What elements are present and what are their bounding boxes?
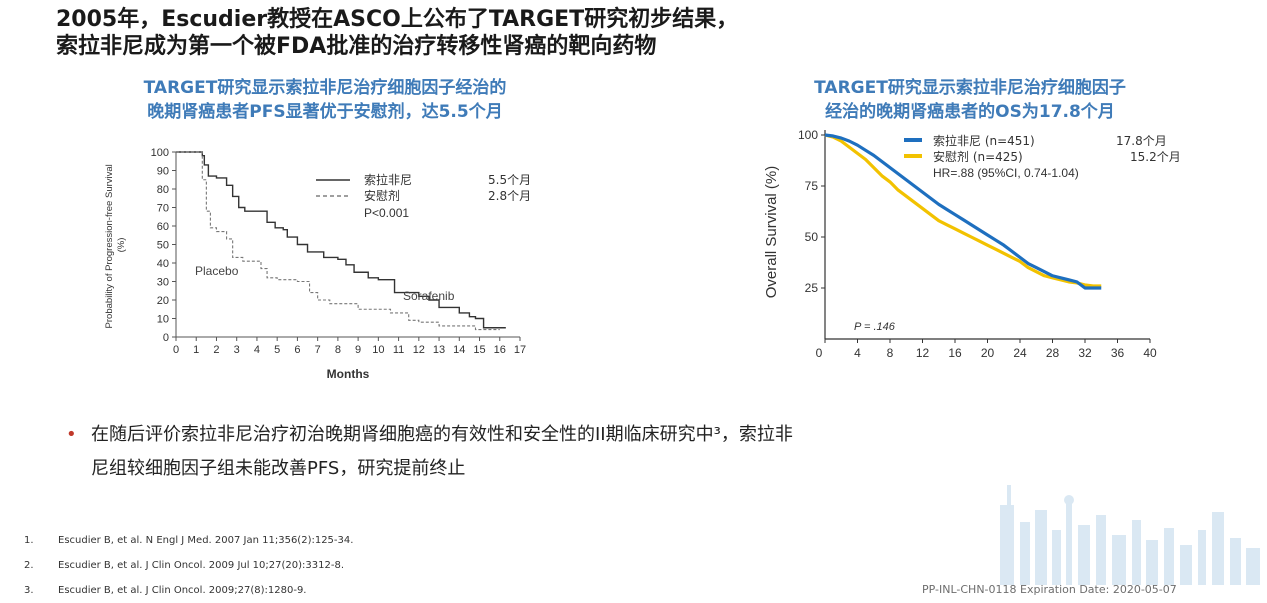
os-x-tick-label: 0 bbox=[816, 346, 823, 360]
reference-text: Escudier B, et al. N Engl J Med. 2007 Ja… bbox=[58, 535, 354, 546]
pfs-x-tick-label: 15 bbox=[473, 344, 485, 356]
os-x-tick-label: 28 bbox=[1046, 346, 1060, 360]
pfs-x-tick-label: 4 bbox=[254, 344, 260, 356]
reference-number: 1. bbox=[24, 535, 34, 546]
bullet-line-2: 尼组较细胞因子组未能改善PFS，研究提前终止 bbox=[91, 458, 466, 479]
pfs-sorafenib-annotation: Sorafenib bbox=[403, 289, 455, 303]
pfs-x-axis-label: Months bbox=[327, 367, 370, 381]
os-hazard-ratio: HR=.88 (95%CI, 0.74-1.04) bbox=[933, 166, 1079, 180]
pfs-legend-placebo-label: 安慰剂 bbox=[364, 188, 400, 203]
os-legend-sorafenib-label: 索拉非尼 (n=451) bbox=[933, 133, 1035, 148]
pfs-y-axis-label-line-2: (%) bbox=[116, 238, 127, 253]
title-line-2: 索拉非尼成为第一个被FDA批准的治疗转移性肾癌的靶向药物 bbox=[56, 34, 657, 59]
pfs-y-tick-label: 20 bbox=[157, 295, 169, 307]
reference-number: 3. bbox=[24, 585, 34, 596]
os-subtitle-line-2: 经治的晚期肾癌患者的OS为17.8个月 bbox=[825, 102, 1115, 122]
pfs-legend-placebo-value: 2.8个月 bbox=[488, 189, 531, 203]
pfs-x-tick-label: 17 bbox=[514, 344, 526, 356]
os-y-tick-label: 25 bbox=[805, 281, 819, 295]
os-x-tick-label: 4 bbox=[854, 346, 861, 360]
title-line-1: 2005年，Escudier教授在ASCO上公布了TARGET研究初步结果， bbox=[56, 7, 739, 32]
pfs-x-tick-label: 14 bbox=[453, 344, 465, 356]
reference-text: Escudier B, et al. J Clin Oncol. 2009;27… bbox=[58, 585, 307, 596]
os-y-tick-label: 75 bbox=[805, 179, 819, 193]
os-y-tick-label: 50 bbox=[805, 230, 819, 244]
pfs-y-tick-label: 10 bbox=[157, 314, 169, 326]
pfs-subtitle-line-2: 晚期肾癌患者PFS显著优于安慰剂，达5.5个月 bbox=[147, 102, 503, 122]
os-legend-sorafenib-value: 17.8个月 bbox=[1116, 134, 1167, 148]
os-legend-placebo-label: 安慰剂 (n=425) bbox=[933, 149, 1023, 164]
os-subtitle-line-1: TARGET研究显示索拉非尼治疗细胞因子 bbox=[814, 78, 1126, 98]
os-x-tick-label: 36 bbox=[1111, 346, 1125, 360]
os-x-tick-label: 16 bbox=[948, 346, 962, 360]
os-x-tick-label: 20 bbox=[981, 346, 995, 360]
pfs-y-tick-label: 50 bbox=[157, 240, 169, 252]
os-x-tick-label: 40 bbox=[1143, 346, 1157, 360]
pfs-placebo-curve bbox=[176, 151, 500, 331]
os-p-value: P = .146 bbox=[854, 321, 896, 333]
pfs-x-tick-label: 9 bbox=[355, 344, 361, 356]
pfs-y-tick-label: 40 bbox=[157, 258, 169, 270]
os-placebo-curve bbox=[824, 133, 1102, 288]
pfs-x-tick-label: 11 bbox=[393, 344, 404, 356]
os-y-axis-label: Overall Survival (%) bbox=[763, 166, 780, 299]
pfs-x-tick-label: 5 bbox=[274, 344, 280, 356]
pfs-x-tick-label: 6 bbox=[294, 344, 300, 356]
pfs-x-tick-label: 2 bbox=[213, 344, 219, 356]
pfs-x-tick-label: 8 bbox=[335, 344, 341, 356]
os-x-tick-label: 24 bbox=[1013, 346, 1027, 360]
bullet-dot-icon: • bbox=[66, 424, 77, 445]
pfs-sorafenib-curve bbox=[176, 151, 506, 329]
bullet-text: 在随后评价索拉非尼治疗初治晚期肾细胞癌的有效性和安全性的II期临床研究中³，索拉… bbox=[91, 418, 1201, 486]
pfs-y-axis-label-line-1: Probability of Progression-free Survival bbox=[104, 164, 115, 328]
pfs-y-tick-label: 60 bbox=[157, 221, 169, 233]
pfs-y-axis-label: Probability of Progression-free Survival… bbox=[104, 162, 127, 329]
os-legend-placebo-value: 15.2个月 bbox=[1130, 150, 1181, 164]
pfs-y-tick-label: 30 bbox=[157, 277, 169, 289]
os-sorafenib-curve bbox=[824, 133, 1102, 290]
os-x-tick-label: 12 bbox=[916, 346, 930, 360]
pfs-x-tick-label: 13 bbox=[433, 344, 445, 356]
pfs-y-tick-label: 70 bbox=[157, 203, 169, 215]
pfs-x-tick-label: 12 bbox=[413, 344, 425, 356]
pfs-y-tick-label: 90 bbox=[157, 166, 169, 178]
pfs-x-tick-label: 16 bbox=[494, 344, 506, 356]
pfs-x-tick-label: 1 bbox=[193, 344, 199, 356]
bullet-line-1: 在随后评价索拉非尼治疗初治晚期肾细胞癌的有效性和安全性的II期临床研究中³，索拉… bbox=[91, 424, 793, 445]
os-x-tick-label: 32 bbox=[1078, 346, 1092, 360]
reference-number: 2. bbox=[24, 560, 34, 571]
pfs-subtitle-line-1: TARGET研究显示索拉非尼治疗细胞因子经治的 bbox=[143, 78, 507, 98]
pfs-legend-sorafenib-value: 5.5个月 bbox=[488, 173, 531, 187]
pfs-y-tick-label: 80 bbox=[157, 184, 169, 196]
pfs-x-tick-label: 7 bbox=[315, 344, 321, 356]
pfs-x-tick-label: 0 bbox=[173, 344, 179, 356]
pfs-x-tick-label: 10 bbox=[372, 344, 384, 356]
pfs-placebo-annotation: Placebo bbox=[195, 264, 239, 278]
pfs-y-tick-label: 0 bbox=[163, 332, 169, 344]
pfs-p-value: P<0.001 bbox=[364, 206, 409, 220]
os-x-tick-label: 8 bbox=[887, 346, 894, 360]
os-subtitle: TARGET研究显示索拉非尼治疗细胞因子 经治的晚期肾癌患者的OS为17.8个月 bbox=[690, 76, 1250, 124]
reference-text: Escudier B, et al. J Clin Oncol. 2009 Ju… bbox=[58, 560, 344, 571]
pfs-y-tick-label: 100 bbox=[151, 147, 169, 159]
page-title: 2005年，Escudier教授在ASCO上公布了TARGET研究初步结果， 索… bbox=[56, 6, 738, 60]
pfs-subtitle: TARGET研究显示索拉非尼治疗细胞因子经治的 晚期肾癌患者PFS显著优于安慰剂… bbox=[20, 76, 630, 124]
pfs-legend-sorafenib-label: 索拉非尼 bbox=[364, 172, 412, 187]
pfs-x-tick-label: 3 bbox=[234, 344, 240, 356]
os-y-tick-label: 100 bbox=[798, 128, 818, 142]
footer-code: PP-INL-CHN-0118 Expiration Date: 2020-05… bbox=[922, 583, 1177, 596]
